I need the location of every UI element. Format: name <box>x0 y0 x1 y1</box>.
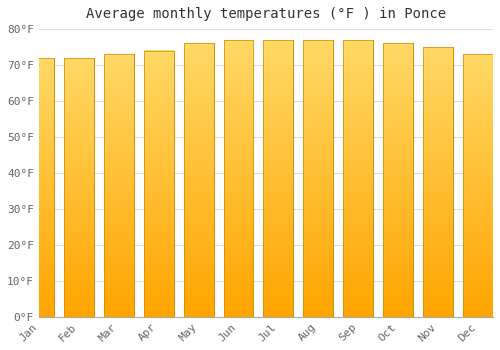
Bar <box>344 40 374 317</box>
Bar <box>184 43 214 317</box>
Bar <box>144 51 174 317</box>
Bar <box>264 40 294 317</box>
Bar <box>264 40 294 317</box>
Bar <box>24 58 54 317</box>
Bar <box>224 40 254 317</box>
Bar <box>24 58 54 317</box>
Bar <box>144 51 174 317</box>
Bar <box>463 54 493 317</box>
Bar <box>224 40 254 317</box>
Title: Average monthly temperatures (°F ) in Ponce: Average monthly temperatures (°F ) in Po… <box>86 7 446 21</box>
Bar <box>383 43 413 317</box>
Bar <box>423 47 453 317</box>
Bar <box>423 47 453 317</box>
Bar <box>104 54 134 317</box>
Bar <box>64 58 94 317</box>
Bar <box>184 43 214 317</box>
Bar <box>104 54 134 317</box>
Bar <box>304 40 334 317</box>
Bar <box>304 40 334 317</box>
Bar <box>383 43 413 317</box>
Bar <box>64 58 94 317</box>
Bar <box>463 54 493 317</box>
Bar <box>344 40 374 317</box>
